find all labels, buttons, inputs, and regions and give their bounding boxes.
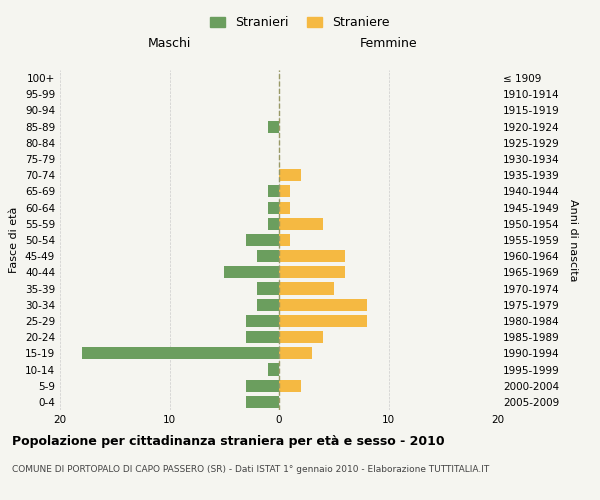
Bar — [279, 315, 367, 327]
Bar — [279, 331, 323, 343]
Bar — [268, 186, 279, 198]
Text: COMUNE DI PORTOPALO DI CAPO PASSERO (SR) - Dati ISTAT 1° gennaio 2010 - Elaboraz: COMUNE DI PORTOPALO DI CAPO PASSERO (SR)… — [12, 465, 489, 474]
Bar — [246, 331, 279, 343]
Bar — [279, 186, 290, 198]
Bar — [268, 364, 279, 376]
Bar — [246, 396, 279, 408]
Bar — [279, 234, 290, 246]
Bar — [279, 202, 290, 213]
Legend: Stranieri, Straniere: Stranieri, Straniere — [205, 11, 395, 34]
Text: Maschi: Maschi — [148, 37, 191, 50]
Bar — [246, 234, 279, 246]
Bar — [257, 298, 279, 311]
Bar — [279, 169, 301, 181]
Bar — [246, 315, 279, 327]
Bar — [279, 266, 345, 278]
Bar — [268, 202, 279, 213]
Text: Popolazione per cittadinanza straniera per età e sesso - 2010: Popolazione per cittadinanza straniera p… — [12, 435, 445, 448]
Bar — [279, 218, 323, 230]
Text: Femmine: Femmine — [359, 37, 418, 50]
Bar — [268, 218, 279, 230]
Bar — [268, 120, 279, 132]
Bar — [279, 282, 334, 294]
Bar — [257, 250, 279, 262]
Bar — [279, 348, 312, 360]
Bar — [257, 282, 279, 294]
Bar — [279, 250, 345, 262]
Bar — [246, 380, 279, 392]
Bar — [82, 348, 279, 360]
Y-axis label: Fasce di età: Fasce di età — [10, 207, 19, 273]
Bar — [224, 266, 279, 278]
Bar — [279, 380, 301, 392]
Y-axis label: Anni di nascita: Anni di nascita — [568, 198, 578, 281]
Bar — [279, 298, 367, 311]
